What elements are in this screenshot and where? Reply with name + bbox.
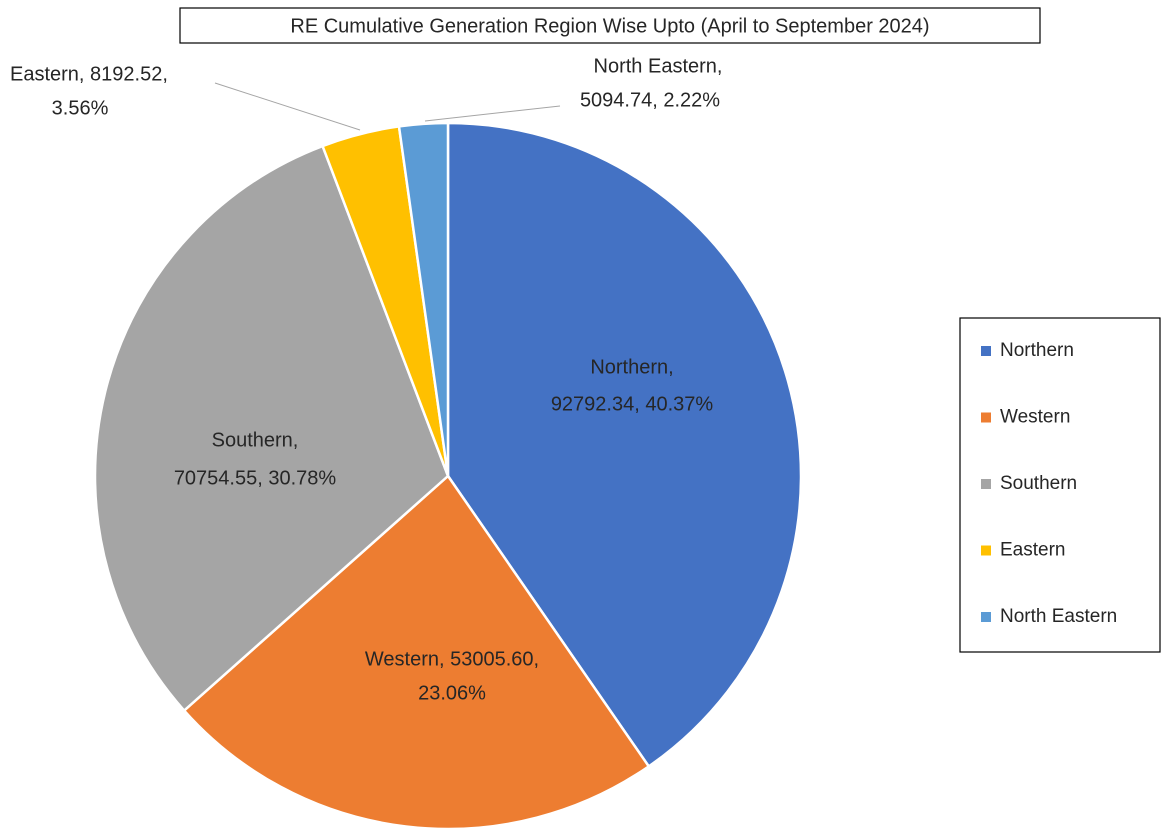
- legend-swatch: [981, 612, 991, 622]
- legend-label: Western: [1000, 407, 1070, 428]
- pie-slice: [397, 121, 450, 477]
- legend-box: [959, 317, 1161, 653]
- data-label: North Eastern,: [594, 55, 723, 77]
- data-label: 70754.55, 30.78%: [174, 467, 337, 489]
- legend-swatch: [981, 346, 991, 356]
- legend-swatch: [981, 479, 991, 489]
- legend-label: Northern: [1000, 340, 1074, 361]
- pie-slice: [93, 144, 450, 713]
- legend: Northern Western Southern Eastern North East…: [981, 340, 1117, 627]
- legend-swatch: [981, 412, 991, 423]
- legend-label: Southern: [1000, 473, 1077, 494]
- data-label: 5094.74, 2.22%: [580, 89, 720, 111]
- pie-slice: [182, 474, 651, 829]
- data-label: Southern,: [212, 429, 299, 451]
- leader-line: [424, 105, 561, 122]
- data-label: 23.06%: [418, 682, 486, 704]
- data-labels: Northern, 92792.34, 40.37% Western, 53005.…: [10, 55, 722, 704]
- legend-label: North Eastern: [1000, 606, 1117, 627]
- leader-line: [214, 82, 361, 131]
- legend-swatch: [981, 545, 991, 556]
- data-label: Northern,: [590, 356, 673, 378]
- data-label: 3.56%: [52, 97, 109, 119]
- legend-label: Eastern: [1000, 540, 1065, 561]
- pie: [93, 121, 803, 829]
- data-label: 92792.34, 40.37%: [551, 393, 714, 415]
- chart-title: RE Cumulative Generation Region Wise Upt…: [290, 15, 929, 37]
- data-label: Eastern, 8192.52,: [10, 63, 168, 85]
- data-label: Western, 53005.60,: [365, 648, 539, 670]
- title-box: [179, 7, 1041, 44]
- pie-slice: [446, 121, 803, 769]
